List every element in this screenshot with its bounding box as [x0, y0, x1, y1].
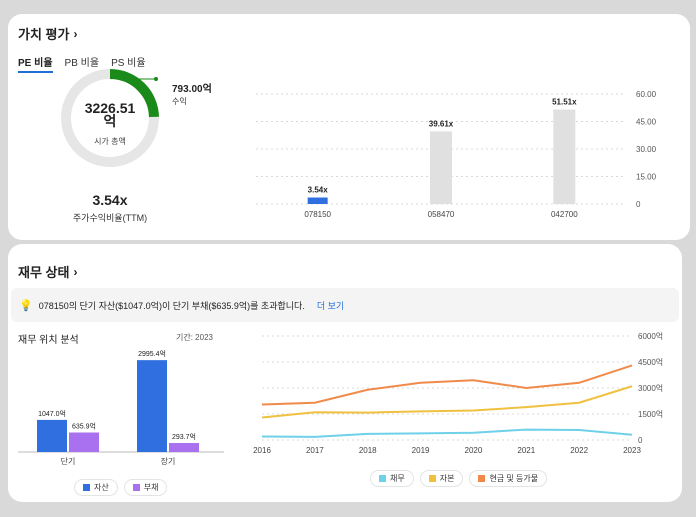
profit-leader-dot	[154, 77, 158, 81]
debt-swatch	[379, 475, 386, 482]
market-cap-label: 시가 총액	[94, 137, 126, 146]
trend-xtick-label: 2020	[465, 446, 483, 455]
market-cap-unit: 억	[103, 113, 117, 129]
trend-ytick-label: 6000억	[638, 331, 663, 341]
pe-bar-value-label: 3.54x	[308, 186, 329, 195]
trend-line-debt	[261, 428, 633, 438]
period-label: 기간: 2023	[176, 333, 213, 342]
pe-value: 3.54x	[92, 192, 128, 208]
trend-ytick-label: 1500억	[638, 409, 663, 419]
profit-value: 793.00억	[172, 84, 212, 95]
market-cap-number: 3226.51	[84, 100, 136, 116]
financial-card	[8, 244, 682, 502]
legend-assets-label: 자산	[94, 483, 109, 492]
tab-pb[interactable]: PB 비율	[64, 58, 100, 69]
liabilities-swatch	[132, 484, 140, 491]
position-category-label: 장기	[161, 456, 176, 466]
insight-text: 078150의 단기 자산($1047.0억)이 단기 부채($635.9억)를…	[38, 300, 305, 311]
legend-equity-label: 자본	[439, 474, 455, 483]
position-bar-value-label: 1047.0억	[38, 410, 66, 418]
trend-line-equity	[261, 385, 633, 419]
position-bar-value-label: 635.9억	[72, 422, 96, 430]
legend-equity[interactable]: 자본	[419, 470, 464, 487]
trend-ytick-label: 3000억	[638, 383, 663, 393]
pe-ytick-label: 30.00	[636, 145, 657, 154]
pe-label: 주가수익비율(TTM)	[72, 213, 148, 223]
legend-liabilities[interactable]: 부채	[123, 479, 168, 496]
market-cap-value: 3226.51 억	[58, 100, 162, 129]
financial-title[interactable]: 재무 상태 ›	[18, 262, 77, 281]
position-bar-liability	[69, 432, 99, 452]
trend-ytick-label: 4500억	[638, 357, 663, 367]
financial-title-text: 재무 상태	[18, 265, 70, 280]
trend-xtick-label: 2016	[253, 446, 271, 455]
position-title: 재무 위치 분석	[18, 335, 79, 346]
debt-equity-trend-chart: 0 1500억 3000억 4500억 6000억 2016 2017 2018 2019 202…	[253, 331, 663, 455]
chevron-right-icon: ›	[73, 264, 78, 279]
trend-xtick-label: 2022	[570, 446, 588, 455]
trend-xtick-label: 2021	[517, 446, 535, 455]
pe-comparison-chart: 0 15.00 30.00 45.00 60.00 3.54x 078150 39.61x 05…	[256, 90, 657, 219]
assets-swatch	[83, 484, 90, 491]
trend-xtick-label: 2023	[623, 446, 641, 455]
pe-bar	[430, 131, 452, 204]
profit-label: 수익	[172, 97, 187, 106]
trend-line-cash	[261, 364, 633, 406]
position-category-label: 단기	[61, 456, 76, 466]
position-legend: 자산 부채	[74, 479, 168, 496]
position-bar-value-label: 293.7억	[172, 433, 196, 441]
trend-legend: 채무 자본 현금 및 등가물	[370, 470, 548, 487]
pe-category-label: 078150	[304, 210, 331, 219]
trend-xtick-label: 2018	[359, 446, 377, 455]
position-bar-asset	[137, 360, 167, 452]
position-bar-value-label: 2995.4억	[138, 350, 166, 358]
tab-pe[interactable]: PE 비율	[18, 54, 53, 73]
pe-category-label: 042700	[551, 210, 578, 219]
legend-assets[interactable]: 자산	[74, 479, 118, 496]
more-link[interactable]: 더 보기	[316, 300, 345, 311]
equity-swatch	[428, 475, 436, 482]
lightbulb-icon: 💡	[19, 299, 33, 312]
tab-ps[interactable]: PS 비율	[111, 58, 146, 69]
legend-debt[interactable]: 채무	[370, 470, 414, 487]
pe-bar	[307, 197, 328, 204]
ratio-tabs: PE 비율 PB 비율 PS 비율	[18, 54, 146, 73]
trend-xtick-label: 2019	[412, 446, 430, 455]
market-cap-donut: 3226.51 억 시가 총액	[58, 66, 162, 170]
pe-category-label: 058470	[428, 210, 455, 219]
cash-swatch	[478, 475, 486, 482]
position-bar-liability	[169, 442, 199, 452]
trend-xtick-label: 2017	[306, 446, 324, 455]
valuation-title[interactable]: 가치 평가 ›	[18, 24, 77, 43]
legend-cash-label: 현금 및 등가물	[489, 474, 539, 483]
valuation-card	[8, 14, 690, 240]
legend-cash[interactable]: 현금 및 등가물	[469, 470, 548, 487]
pe-ytick-label: 60.00	[636, 90, 657, 99]
pe-bar	[553, 109, 576, 204]
donut-profit-arc	[109, 69, 159, 118]
position-bar-asset	[37, 419, 67, 452]
pe-ytick-label: 0	[636, 200, 641, 209]
donut-center: 3226.51 억 시가 총액	[58, 66, 162, 170]
valuation-title-text: 가치 평가	[18, 27, 70, 42]
trend-ytick-label: 0	[638, 436, 643, 445]
insight-banner: 💡 078150의 단기 자산($1047.0억)이 단기 부채($635.9억…	[11, 288, 679, 322]
legend-debt-label: 채무	[390, 474, 405, 483]
pe-bar-value-label: 51.51x	[552, 98, 577, 107]
pe-bar-value-label: 39.61x	[429, 119, 454, 128]
legend-liabilities-label: 부채	[143, 483, 159, 492]
pe-ytick-label: 15.00	[636, 173, 657, 182]
chevron-right-icon: ›	[73, 26, 78, 41]
pe-ytick-label: 45.00	[636, 118, 657, 127]
